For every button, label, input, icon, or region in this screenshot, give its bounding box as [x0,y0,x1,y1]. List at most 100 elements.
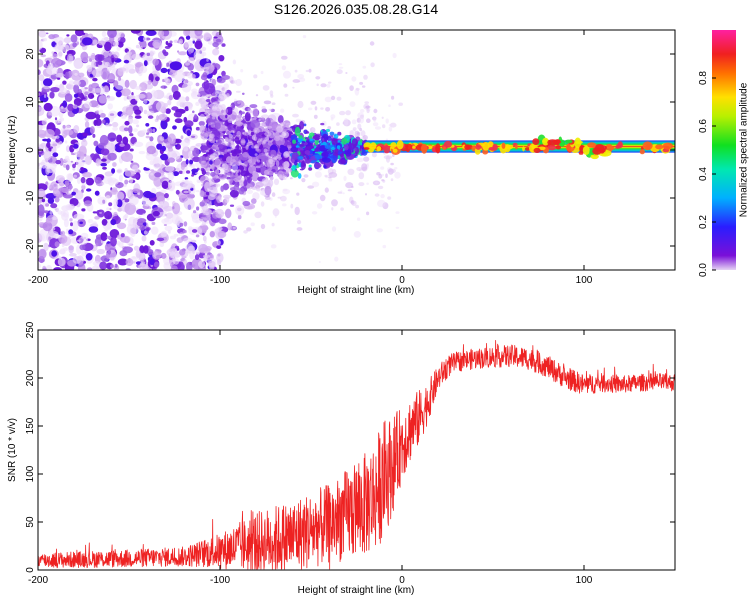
spectrogram-cell [282,171,285,174]
spectrogram-cell [325,107,331,112]
spectrogram-cell [215,183,220,187]
spectrogram-cell [96,248,106,255]
spectrogram-cell [261,106,266,110]
spectrogram-cell [143,59,148,67]
spectrogram-cell [42,125,46,129]
spectrogram-cell [255,165,261,169]
spectrogram-cell [202,140,206,144]
spectrogram-cell [87,93,95,99]
spectrogram-cell [145,123,150,127]
spectrogram-cell [72,220,79,232]
spectrogram-cell [220,175,225,178]
spectrogram-cell [106,222,112,230]
spectrogram-cell [394,171,401,179]
spectrogram-cell [97,67,102,72]
spectrogram-cell [345,110,351,116]
spectrogram-cell [131,53,142,60]
spectrogram-cell [351,149,354,153]
spectrogram-cell [209,133,215,139]
spectrogram-cell [129,177,134,184]
spectrogram-cell [150,226,159,235]
spectrogram-cell [232,226,236,230]
spectrogram-cell [198,120,205,127]
spectrogram-cell [186,261,193,270]
spectrogram-cell [364,101,370,104]
spectrogram-cell [109,207,112,211]
spectrogram-cell [95,242,99,247]
spectrogram-cell [165,41,169,45]
spectrogram-cell [248,165,257,174]
spectrogram-cell [167,147,174,152]
spectrogram-cell [191,229,198,233]
spectrogram-cell [40,142,47,148]
spectrogram-cell [260,70,264,75]
spectrogram-cell [70,34,78,43]
spectrogram-cell [191,239,197,243]
spectrogram-cell [505,144,514,150]
spectrogram-cell [222,183,229,191]
spectrogram-cell [325,129,331,132]
spectrogram-cell [198,243,209,254]
spectrogram-cell [132,188,141,193]
spectrogram-cell [412,145,416,149]
spectrogram-cell [295,145,299,148]
spectrogram-cell [217,144,225,149]
spectrogram-cell [45,264,53,270]
spectrogram-cell [203,254,210,258]
spectrogram-cell [217,253,221,257]
spectrogram-cell [210,164,215,170]
x-tick-label: 0 [399,575,405,586]
spectrogram-cell [51,57,62,68]
spectrogram-cell [54,43,63,53]
spectrogram-cell [77,89,83,94]
spectrogram-cell [244,161,249,165]
spectrogram-cell [297,155,304,160]
spectrogram-cell [82,97,86,100]
spectrogram-cell [240,69,244,73]
spectrogram-cell [283,83,288,88]
spectrogram-cell [342,192,345,195]
spectrogram-cell [167,171,175,181]
spectrogram-cell [251,198,257,204]
spectrogram-cell [50,87,60,93]
spectrogram-cell [183,259,188,266]
spectrogram-cell [113,80,119,88]
spectrogram-cell [178,170,183,174]
spectrogram-cell [59,87,68,94]
spectrogram-cell [107,30,117,39]
spectrogram-cell [370,142,377,150]
spectrogram-cell [117,68,124,77]
spectrogram-cell [168,95,173,101]
spectrogram-cell [191,91,201,100]
spectrogram-cell [155,76,160,82]
spectrogram-cell [266,149,269,152]
spectrogram-cell [240,170,248,177]
spectrogram-cell [262,85,270,91]
spectrogram-cell [267,141,273,146]
spectrogram-cell [247,205,253,209]
colorbar-tick-label: 0.2 [698,215,709,229]
spectrogram-cell [542,137,549,146]
spectrogram-cell [610,146,615,150]
spectrogram-cell [120,113,127,120]
spectrogram-cell [39,94,49,103]
spectrogram-cell [334,148,339,154]
spectrogram-cell [215,139,218,143]
spectrogram-cell [262,139,266,144]
spectrogram-cell [230,162,233,165]
spectrogram-cell [180,164,185,171]
spectrogram-cell [107,152,117,161]
spectrogram-cell [662,142,674,150]
spectrogram-cell [380,194,385,199]
spectrogram-cell [278,175,282,179]
spectrogram-cell [73,84,80,94]
spectrogram-cell [383,155,393,160]
spectrogram-cell [377,199,386,208]
spectrogram-cell [301,140,306,144]
spectrogram-cell [38,201,42,204]
spectrogram-cell [277,196,282,199]
spectrogram-cell [57,257,66,267]
spectrogram-cell [224,208,232,219]
spectrogram-cell [71,191,76,196]
spectrogram-cell [94,54,103,62]
